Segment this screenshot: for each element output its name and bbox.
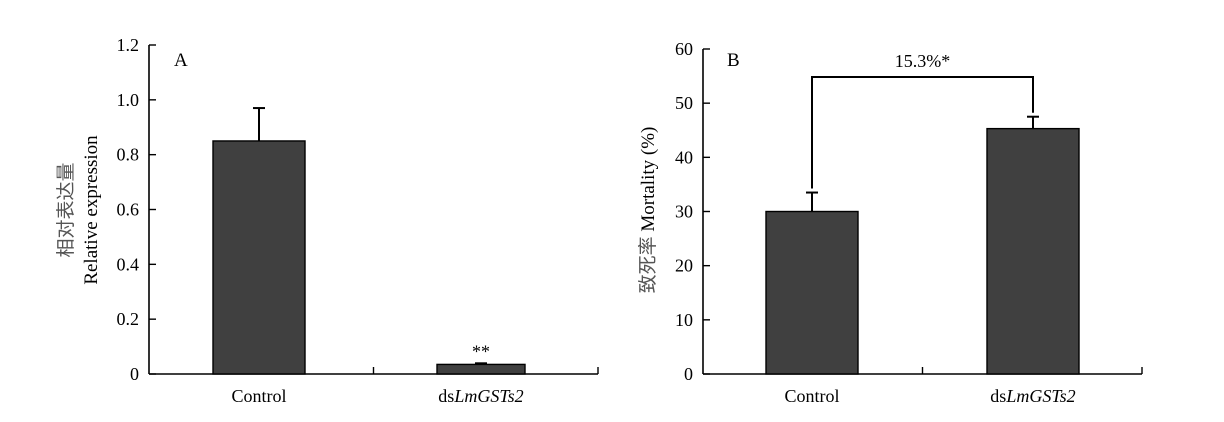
- y-axis-label: Relative expression: [81, 135, 102, 285]
- y-tick-label: 0: [130, 364, 139, 384]
- significance-label: **: [472, 341, 490, 361]
- y-tick-label: 40: [675, 147, 693, 167]
- bar-dsLmGSTs2: [986, 127, 1080, 375]
- significance-label: 15.3%*: [895, 51, 951, 71]
- y-tick-label: 0.8: [117, 145, 140, 165]
- chart-panel-A: 0 0.2 0.4 0.6 0.8 1.0 1.2 Control dsLmGSTs2 ** A 相对…: [55, 35, 599, 406]
- chart-panel-B: 0 10 20 30 40 50 60 Control dsLmGSTs2 15.3%* B 致死率 …: [637, 39, 1143, 406]
- y-axis-label: 致死率 Mortality (%): [637, 127, 659, 294]
- y-tick-label: 10: [675, 310, 693, 330]
- x-tick-label: dsLmGSTs2: [438, 386, 523, 406]
- panel-label: A: [174, 50, 188, 71]
- y-tick-label: 1.2: [117, 35, 140, 55]
- bar-Control: [212, 140, 306, 375]
- y-tick-label: 50: [675, 93, 693, 113]
- y-tick-label: 0: [684, 364, 693, 384]
- x-tick-label: Control: [231, 386, 286, 406]
- y-tick-label: 0.2: [117, 309, 140, 329]
- y-tick-label: 0.6: [117, 200, 140, 220]
- y-tick-label: 60: [675, 39, 693, 59]
- x-tick-label: Control: [784, 386, 839, 406]
- y-tick-label: 0.4: [117, 254, 140, 274]
- x-tick-label: dsLmGSTs2: [990, 386, 1075, 406]
- bar-Control: [765, 210, 859, 375]
- panel-label: B: [727, 50, 740, 71]
- y-tick-label: 30: [675, 202, 693, 222]
- bar-dsLmGSTs2: [436, 363, 526, 375]
- y-tick-label: 1.0: [117, 90, 140, 110]
- significance-bracket: [811, 76, 1034, 189]
- y-tick-label: 20: [675, 256, 693, 276]
- y-axis-label-cn: 相对表达量: [55, 162, 77, 257]
